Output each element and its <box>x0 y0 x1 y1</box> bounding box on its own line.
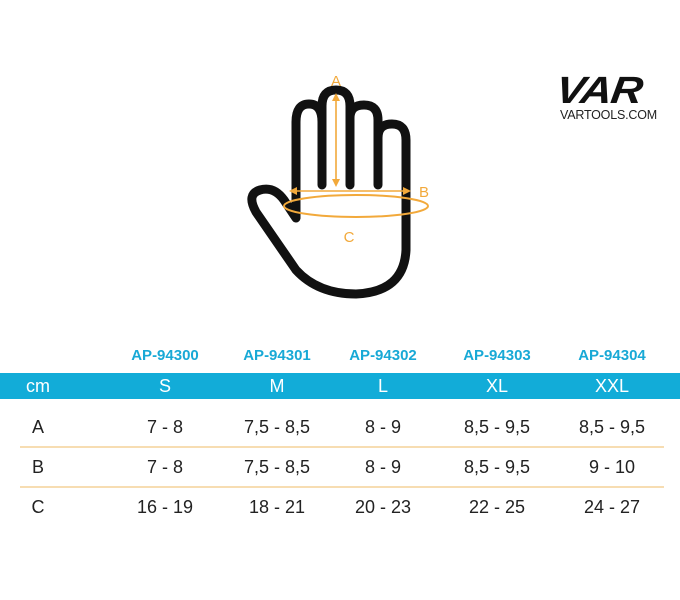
size-header: S <box>158 376 172 396</box>
table-cell: 16 - 19 <box>136 497 194 517</box>
logo-url: VARTOOLS.COM <box>560 108 657 122</box>
size-header: M <box>269 376 285 396</box>
table-cell: 8,5 - 9,5 <box>578 417 646 437</box>
hand-outline <box>247 85 411 299</box>
table-cell: 18 - 21 <box>248 497 306 517</box>
table-cell: 7,5 - 8,5 <box>243 417 311 437</box>
measure-c-ellipse <box>283 194 429 218</box>
table-cell: 8,5 - 9,5 <box>463 457 531 477</box>
table-row-c: C 16 - 19 18 - 21 20 - 23 22 - 25 24 - 2… <box>0 487 680 527</box>
table-cell: 9 - 10 <box>588 457 636 477</box>
table-cell: 8 - 9 <box>364 417 402 437</box>
arrow-left-icon <box>289 187 297 195</box>
logo-mark: VAR <box>553 70 645 112</box>
label-b: B <box>419 184 429 201</box>
table-cell: 7 - 8 <box>146 417 184 437</box>
row-divider <box>20 446 664 448</box>
table-cell: 8,5 - 9,5 <box>463 417 531 437</box>
arrow-up-icon <box>332 93 340 101</box>
row-label: A <box>31 417 45 437</box>
product-code: AP-94301 <box>243 347 311 364</box>
table-cell: 20 - 23 <box>354 497 412 517</box>
size-header: XXL <box>594 376 630 396</box>
table-cell: 22 - 25 <box>468 497 526 517</box>
table-cell: 7 - 8 <box>146 457 184 477</box>
size-header-row: cm S M L XL XXL <box>0 373 680 399</box>
row-label: B <box>31 457 45 477</box>
size-header: XL <box>485 376 509 396</box>
product-code: AP-94300 <box>131 347 199 364</box>
vartools-logo: VAR VARTOOLS.COM <box>553 70 680 122</box>
hand-measurement-diagram: A B C <box>247 73 429 299</box>
table-cell: 8 - 9 <box>364 457 402 477</box>
product-code: AP-94302 <box>349 347 417 364</box>
arrow-right-icon <box>403 187 411 195</box>
table-row-b: B 7 - 8 7,5 - 8,5 8 - 9 8,5 - 9,5 9 - 10 <box>0 447 680 487</box>
product-code: AP-94304 <box>578 347 646 364</box>
unit-header: cm <box>26 376 50 396</box>
size-header: L <box>377 376 389 396</box>
product-code-row: AP-94300 AP-94301 AP-94302 AP-94303 AP-9… <box>0 343 680 369</box>
table-row-a: A 7 - 8 7,5 - 8,5 8 - 9 8,5 - 9,5 8,5 - … <box>0 407 680 447</box>
product-code: AP-94303 <box>463 347 531 364</box>
row-divider <box>20 486 664 488</box>
arrow-down-icon <box>332 179 340 187</box>
row-label: C <box>31 497 45 517</box>
label-c: C <box>344 229 355 246</box>
table-cell: 7,5 - 8,5 <box>243 457 311 477</box>
table-cell: 24 - 27 <box>583 497 641 517</box>
label-a: A <box>331 73 341 90</box>
